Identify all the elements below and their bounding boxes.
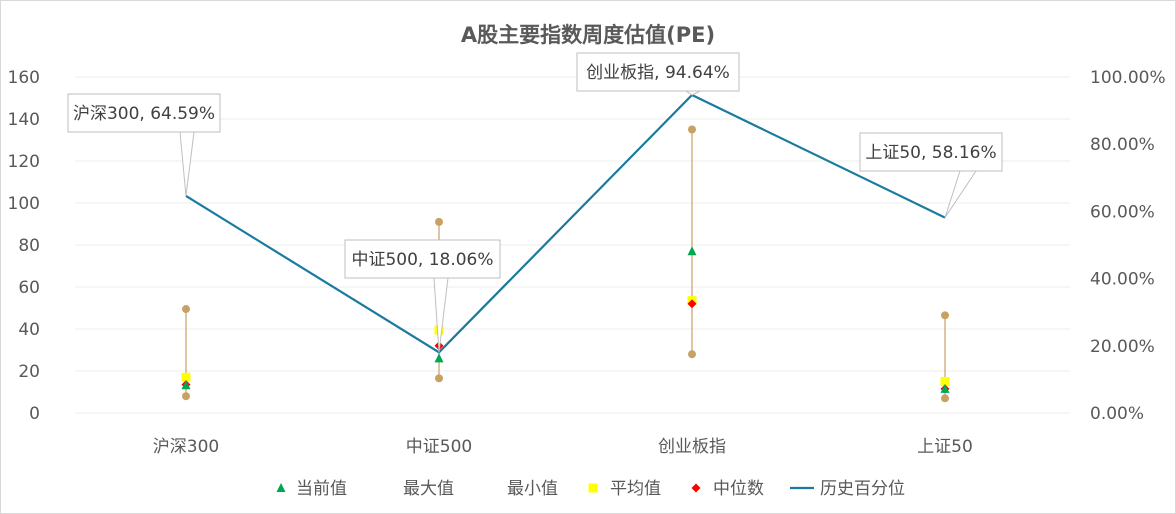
legend-item[interactable]: 最大值: [403, 479, 454, 499]
median-point: [687, 299, 697, 309]
current-point: [940, 383, 950, 393]
min-point: [941, 394, 949, 403]
percentile-line: [185, 93, 946, 354]
right-tick-label: 20.00%: [1090, 337, 1155, 357]
average-point: [181, 372, 191, 382]
data-callouts: 沪深300, 64.59% 中证500, 18.06% 创业板指, 94.64% 上证…: [67, 52, 1003, 353]
min-point: [688, 350, 696, 359]
callout-box: [859, 132, 1003, 172]
callout: 上证50, 58.16%: [859, 132, 1003, 218]
max-point: [688, 125, 696, 134]
legend-square-icon: [588, 483, 598, 493]
max-point: [435, 217, 443, 226]
legend-triangle-icon: [276, 483, 286, 492]
legend-item[interactable]: 最小值: [507, 479, 558, 499]
callout: 沪深300, 64.59%: [67, 93, 221, 197]
average-point: [940, 377, 950, 386]
right-tick-label: 80.00%: [1090, 135, 1155, 155]
right-tick-label: 60.00%: [1090, 202, 1155, 222]
left-axis: 0 20 40 60 80 100 120 140 160: [8, 68, 40, 424]
callout-label: 创业板指, 94.64%: [586, 63, 730, 83]
max-point: [941, 311, 949, 320]
min-point: [182, 392, 190, 401]
legend-item[interactable]: 当前值: [276, 479, 348, 499]
max-point: [182, 305, 190, 314]
chart-title: A股主要指数周度估值(PE): [461, 23, 715, 47]
right-tick-label: 40.00%: [1090, 270, 1155, 290]
current-point: [434, 353, 444, 363]
left-tick-label: 0: [29, 404, 40, 424]
left-tick-label: 120: [8, 152, 40, 172]
legend-label: 历史百分位: [820, 479, 905, 499]
left-tick-label: 140: [8, 110, 40, 130]
current-point: [687, 246, 697, 256]
callout-label: 沪深300, 64.59%: [73, 104, 215, 124]
left-tick-label: 40: [18, 320, 40, 340]
x-tick-label: 中证500: [406, 437, 472, 457]
legend-label: 最小值: [507, 479, 558, 499]
left-tick-label: 100: [8, 194, 40, 214]
legend-diamond-icon: [691, 483, 701, 493]
callout-box: [67, 93, 221, 133]
left-tick-label: 60: [18, 278, 40, 298]
callout-label: 中证500, 18.06%: [351, 250, 493, 270]
left-tick-label: 80: [18, 236, 40, 256]
callout-box: [344, 239, 501, 279]
right-tick-label: 0.00%: [1090, 404, 1144, 424]
right-axis: 0.00% 20.00% 40.00% 60.00% 80.00% 100.00%: [1090, 68, 1166, 424]
legend[interactable]: 当前值 最大值 最小值 平均值 中位数 历史百分位: [276, 479, 906, 499]
x-tick-label: 创业板指: [658, 437, 726, 457]
current-point: [181, 380, 191, 390]
legend-label: 最大值: [403, 479, 454, 499]
legend-item[interactable]: 中位数: [691, 479, 765, 499]
callout-label: 上证50, 58.16%: [865, 143, 996, 163]
right-tick-label: 100.00%: [1090, 68, 1166, 88]
legend-label: 平均值: [610, 479, 661, 499]
x-axis: 沪深300 中证500 创业板指 上证50: [153, 437, 973, 457]
left-tick-label: 160: [8, 68, 40, 88]
callout-box: [576, 52, 740, 92]
x-tick-label: 上证50: [917, 437, 973, 457]
percentile-line-layer: [185, 93, 946, 354]
min-point: [435, 374, 443, 383]
callout: 中证500, 18.06%: [344, 239, 501, 353]
legend-label: 中位数: [713, 479, 764, 499]
callout: 创业板指, 94.64%: [576, 52, 740, 96]
legend-label: 当前值: [296, 479, 347, 499]
legend-item[interactable]: 历史百分位: [790, 479, 905, 499]
x-tick-label: 沪深300: [153, 437, 219, 457]
left-tick-label: 20: [18, 362, 40, 382]
legend-item[interactable]: 平均值: [588, 479, 662, 499]
